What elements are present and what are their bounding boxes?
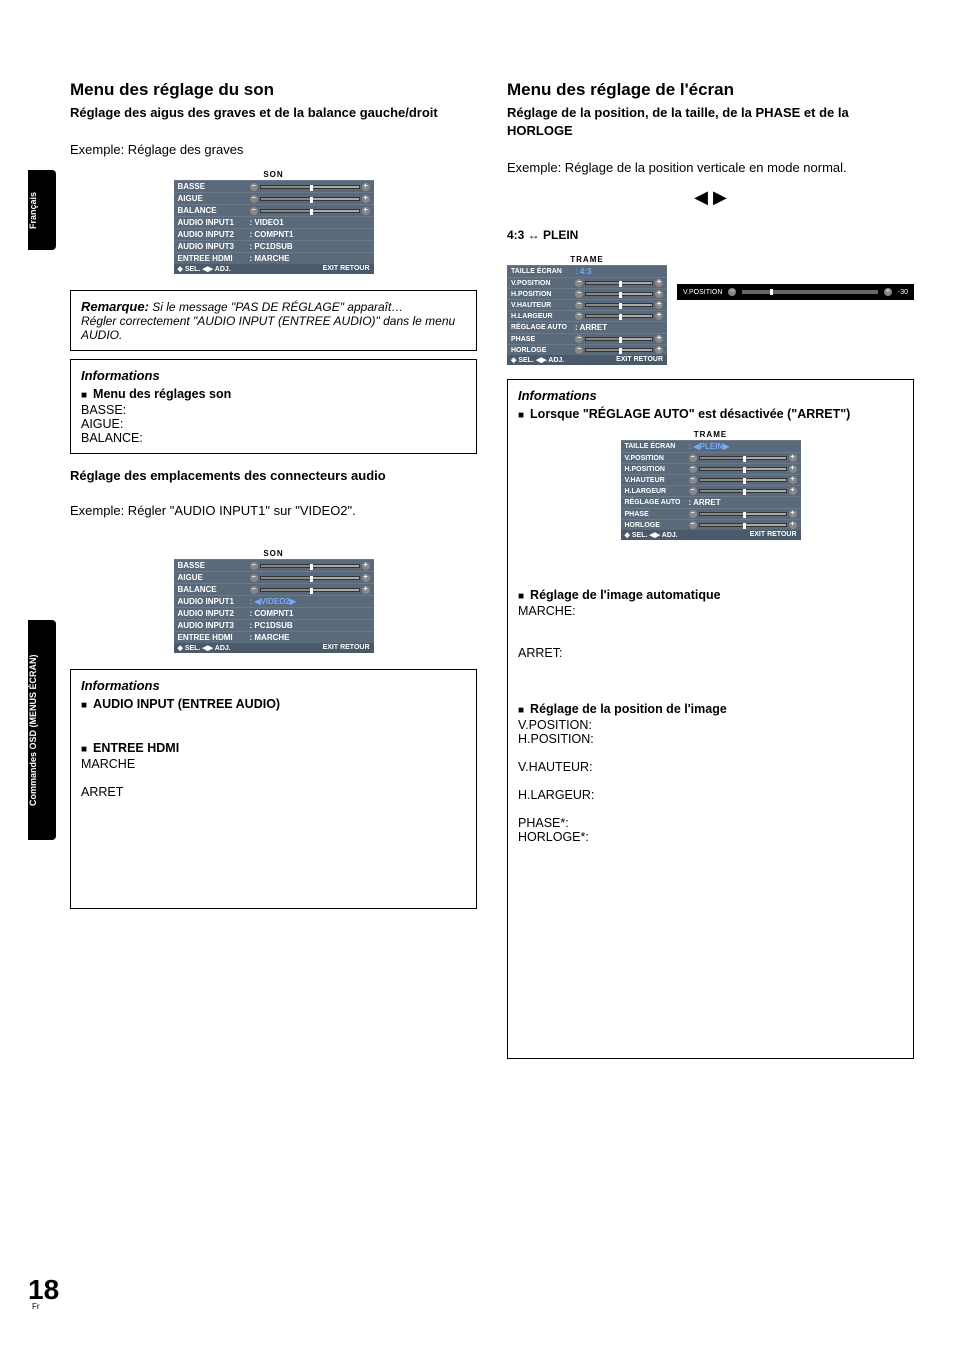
example-vpos: Exemple: Réglage de la position vertical… (507, 160, 914, 175)
info-box-audio-input: Informations ■ AUDIO INPUT (ENTREE AUDIO)… (70, 669, 477, 909)
side-tabs: Français Commandes OSD (MENUS ÉCRAN) (28, 0, 56, 1351)
info-box-sound: Informations ■ Menu des réglages son BASS… (70, 359, 477, 454)
arrow-icons: ◀ ▶ (507, 187, 914, 208)
subtitle-screen: Réglage de la position, de la taille, de… (507, 104, 914, 140)
page-number: 18 Fr (28, 1274, 59, 1311)
info3-position-list: V.POSITION:H.POSITION:V.HAUTEUR:H.LARGEU… (518, 718, 903, 844)
info2-b2: ENTREE HDMI (93, 741, 179, 755)
info1-bullet: Menu des réglages son (93, 387, 231, 401)
info-title-1: Informations (81, 368, 466, 383)
subtitle-sound: Réglage des aigus des graves et de la ba… (70, 104, 477, 122)
detail-slider (742, 290, 877, 294)
heading-sound-menu: Menu des réglage du son (70, 80, 477, 100)
info3-marche: MARCHE: (518, 604, 903, 618)
info1-item-0: BASSE: (81, 403, 466, 417)
info3-b2: Réglage de l'image automatique (530, 588, 721, 602)
detail-label: V.POSITION (683, 289, 722, 296)
bullet-icon: ■ (518, 591, 524, 602)
remarque-line1: Si le message "PAS DE RÉGLAGE" apparaît… (152, 300, 403, 314)
remarque-title: Remarque: (81, 299, 149, 314)
tab-language: Français (28, 170, 56, 250)
remarque-line2: Régler correctement "AUDIO INPUT (ENTREE… (81, 314, 455, 342)
detail-value: -30 (898, 289, 908, 296)
bullet-icon: ■ (518, 705, 524, 716)
tab-section: Commandes OSD (MENUS ÉCRAN) (28, 620, 56, 840)
osd-detail-vposition: V.POSITION − + -30 (677, 284, 914, 300)
bullet-icon: ■ (518, 410, 524, 421)
osd-trame-pair: TRAMETAILLE ÉCRAN: 4:3V.POSITION−+H.POSI… (507, 254, 914, 365)
info1-item-2: BALANCE: (81, 431, 466, 445)
remarque-box: Remarque: Si le message "PAS DE RÉGLAGE"… (70, 290, 477, 351)
left-column: Menu des réglage du son Réglage des aigu… (70, 80, 477, 1073)
info3-b3: Réglage de la position de l'image (530, 702, 727, 716)
example-audioinput: Exemple: Régler "AUDIO INPUT1" sur "VIDE… (70, 503, 477, 518)
bullet-icon: ■ (81, 744, 87, 755)
ratio-label: 4:3 ↔ PLEIN (507, 228, 914, 242)
heading-screen-menu: Menu des réglage de l'écran (507, 80, 914, 100)
info2-marche: MARCHE (81, 757, 466, 771)
plus-icon: + (884, 288, 892, 296)
page-content: Menu des réglage du son Réglage des aigu… (0, 0, 954, 1113)
info-box-screen: Informations ■ Lorsque "RÉGLAGE AUTO" est… (507, 379, 914, 1059)
info3-b1: Lorsque "RÉGLAGE AUTO" est désactivée ("… (530, 407, 850, 421)
right-column: Menu des réglage de l'écran Réglage de l… (507, 80, 914, 1073)
info3-arret: ARRET: (518, 646, 903, 660)
osd-trame-1: TRAMETAILLE ÉCRAN: 4:3V.POSITION−+H.POSI… (507, 254, 667, 365)
example-bass: Exemple: Réglage des graves (70, 142, 477, 157)
info1-item-1: AIGUE: (81, 417, 466, 431)
info2-arret: ARRET (81, 785, 466, 799)
info-title-2: Informations (81, 678, 466, 693)
bullet-icon: ■ (81, 700, 87, 711)
minus-icon: − (728, 288, 736, 296)
heading-audio-connectors: Réglage des emplacements des connecteurs… (70, 468, 477, 483)
osd-trame-2: TRAMETAILLE ÉCRAN: ◀PLEIN▶V.POSITION−+H.… (621, 429, 801, 540)
info-title-3: Informations (518, 388, 903, 403)
bullet-icon: ■ (81, 390, 87, 401)
osd-sound-2: SONBASSE−+AIGUE−+BALANCE−+AUDIO INPUT1: … (174, 548, 374, 653)
info2-b1: AUDIO INPUT (ENTREE AUDIO) (93, 697, 280, 711)
osd-sound-1: SONBASSE−+AIGUE−+BALANCE−+AUDIO INPUT1: … (174, 169, 374, 274)
